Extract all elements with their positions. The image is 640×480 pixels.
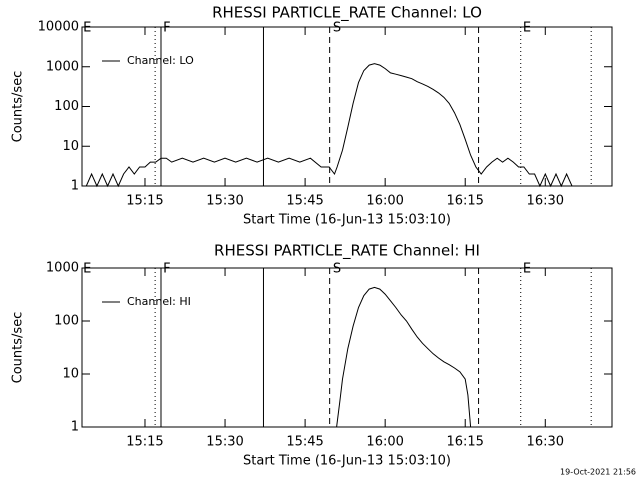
annotation: S (333, 21, 341, 36)
annotation: E (83, 262, 91, 277)
y-tick-label: 10 (62, 367, 79, 382)
y-axis-label: Counts/sec (11, 71, 26, 143)
x-tick-label: 16:00 (366, 435, 403, 450)
x-tick-label: 16:30 (527, 194, 564, 209)
legend-label: Channel: LO (127, 54, 194, 67)
y-tick-label: 1000 (46, 261, 79, 276)
x-tick-label: 15:45 (286, 194, 323, 209)
chart-title: RHESSI PARTICLE_RATE Channel: LO (212, 4, 482, 23)
x-tick-label: 15:30 (206, 435, 243, 450)
x-tick-label: 16:15 (446, 435, 483, 450)
annotation: F (163, 262, 170, 277)
y-tick-label: 1000 (46, 59, 79, 74)
annotation: F (163, 21, 170, 36)
x-axis-label: Start Time (16-Jun-13 15:03:10) (243, 454, 451, 469)
annotation: E (83, 21, 91, 36)
x-tick-label: 16:30 (527, 435, 564, 450)
y-tick-label: 10 (62, 139, 79, 154)
x-tick-label: 15:15 (126, 194, 163, 209)
y-axis-label: Counts/sec (11, 312, 26, 384)
y-tick-label: 1 (71, 179, 79, 194)
y-tick-label: 1 (71, 420, 79, 435)
plot-frame (81, 267, 613, 428)
data-line (85, 63, 578, 188)
plot-frame (81, 26, 613, 187)
chart-title: RHESSI PARTICLE_RATE Channel: HI (214, 242, 480, 261)
timestamp: 19-Oct-2021 21:56 (560, 468, 636, 477)
y-tick-label: 10000 (38, 20, 79, 35)
y-tick-label: 100 (54, 99, 79, 114)
y-tick-label: 100 (54, 314, 79, 329)
x-axis-label: Start Time (16-Jun-13 15:03:10) (243, 213, 451, 228)
annotation: S (333, 262, 341, 277)
x-tick-label: 16:15 (446, 194, 483, 209)
x-tick-label: 16:00 (366, 194, 403, 209)
data-line (336, 286, 472, 428)
x-tick-label: 15:15 (126, 435, 163, 450)
annotation: E (523, 262, 531, 277)
legend-label: Channel: HI (127, 295, 191, 308)
x-tick-label: 15:45 (286, 435, 323, 450)
annotation: E (523, 21, 531, 36)
x-tick-label: 15:30 (206, 194, 243, 209)
